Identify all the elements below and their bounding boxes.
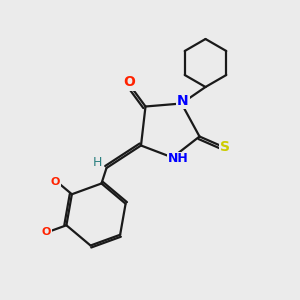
Text: O: O (123, 76, 135, 89)
Text: O: O (42, 227, 51, 237)
Text: O: O (51, 177, 60, 187)
Text: NH: NH (168, 152, 189, 166)
Text: S: S (220, 140, 230, 154)
Text: H: H (93, 156, 102, 169)
Text: N: N (177, 94, 189, 107)
